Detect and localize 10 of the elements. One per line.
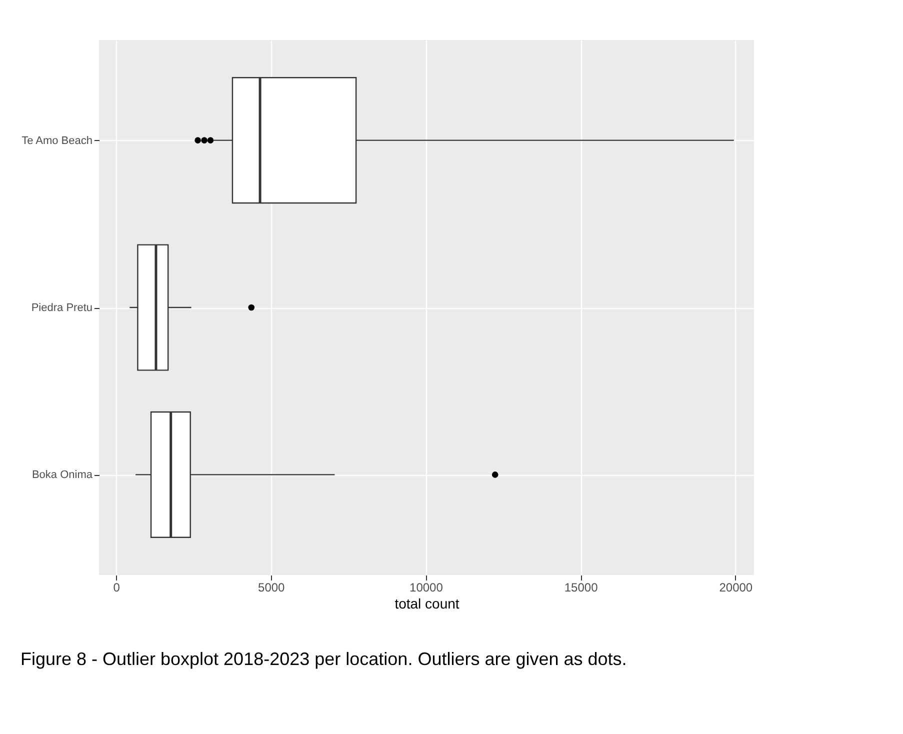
y-tick-label: Te Amo Beach (22, 134, 92, 147)
y-tick-label: Boka Onima (32, 469, 94, 482)
x-tick-label: 0 (113, 580, 120, 594)
x-tick-label: 10000 (410, 580, 444, 594)
x-tick-label: 5000 (258, 580, 286, 594)
x-tick-label: 20000 (719, 580, 753, 594)
caption: Figure 8 - Outlier boxplot 2018-2023 per location. Outliers are given as dots. (20, 649, 627, 669)
y-tick-label: Piedra Pretu (31, 302, 92, 314)
x-tick-label: 15000 (564, 580, 598, 594)
x-axis-title: total count (394, 596, 460, 612)
